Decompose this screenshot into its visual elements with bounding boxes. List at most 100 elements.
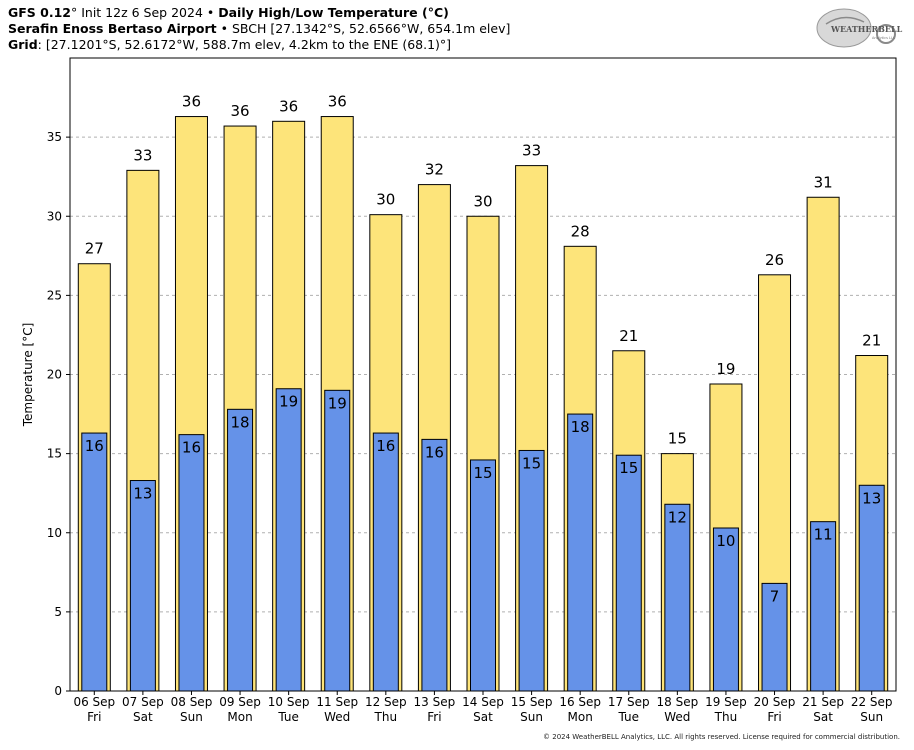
low-temp-label: 7 xyxy=(770,587,780,605)
header-line-model: GFS 0.12° Init 12z 6 Sep 2024 • Daily Hi… xyxy=(8,5,449,20)
x-tick-date: 19 Sep xyxy=(705,695,747,709)
x-tick-date: 06 Sep xyxy=(73,695,115,709)
x-tick-date: 14 Sep xyxy=(462,695,504,709)
x-tick-day: Wed xyxy=(324,710,350,724)
low-temp-bar xyxy=(372,432,399,692)
low-temp-label: 16 xyxy=(182,439,201,457)
x-tick-date: 08 Sep xyxy=(171,695,213,709)
header-line-grid: Grid: [27.1201°S, 52.6172°W, 588.7m elev… xyxy=(8,37,451,53)
low-temp-bar xyxy=(227,408,254,692)
x-tick-date: 11 Sep xyxy=(316,695,358,709)
low-temp-label: 16 xyxy=(425,443,444,461)
y-tick-label: 5 xyxy=(54,605,62,619)
grid-label: Grid xyxy=(8,37,38,52)
y-tick-label: 25 xyxy=(47,288,62,302)
x-tick-day: Fri xyxy=(87,710,101,724)
x-tick-day: Sun xyxy=(520,710,543,724)
y-tick-label: 15 xyxy=(47,447,62,461)
y-tick-label: 0 xyxy=(54,684,62,698)
logo-globe-icon xyxy=(816,8,872,48)
high-temp-label: 33 xyxy=(133,146,152,164)
x-tick-date: 09 Sep xyxy=(219,695,261,709)
chart-title: Daily High/Low Temperature (°C) xyxy=(218,5,449,20)
high-temp-label: 27 xyxy=(85,240,104,258)
plot-frame xyxy=(69,57,897,692)
logo-swirl-icon xyxy=(876,24,896,44)
low-temp-label: 11 xyxy=(814,526,833,544)
station-name: Serafin Enoss Bertaso Airport xyxy=(8,21,217,36)
weatherbell-logo: WEATHERBELL Analytics LLC xyxy=(816,8,903,48)
x-tick-day: Fri xyxy=(767,710,781,724)
low-temp-bar xyxy=(129,480,156,692)
low-temp-bar xyxy=(810,521,837,692)
x-tick-date: 18 Sep xyxy=(657,695,699,709)
x-tick-day: Tue xyxy=(277,710,299,724)
high-temp-label: 15 xyxy=(668,430,687,448)
y-tick-label: 20 xyxy=(47,368,62,382)
logo-subtext: Analytics LLC xyxy=(872,36,896,40)
high-temp-label: 28 xyxy=(571,222,590,240)
low-temp-bar xyxy=(858,484,885,692)
high-temp-label: 36 xyxy=(328,93,347,111)
high-temp-label: 30 xyxy=(376,191,395,209)
bars xyxy=(77,116,889,692)
model-name: GFS 0.12 xyxy=(8,5,71,20)
high-temp-label: 36 xyxy=(231,102,250,120)
low-temp-bar xyxy=(81,432,108,692)
high-temp-label: 21 xyxy=(862,332,881,350)
low-temp-label: 15 xyxy=(522,454,541,472)
high-temp-label: 31 xyxy=(814,173,833,191)
low-temp-bar xyxy=(664,503,691,692)
low-temp-label: 19 xyxy=(279,393,298,411)
x-tick-date: 21 Sep xyxy=(802,695,844,709)
low-temp-bar xyxy=(275,388,302,692)
low-temp-bar xyxy=(518,449,545,692)
x-tick-date: 13 Sep xyxy=(414,695,456,709)
low-temp-bar xyxy=(761,582,788,692)
high-temp-label: 30 xyxy=(473,192,492,210)
y-axis-label: Temperature [°C] xyxy=(21,323,35,428)
x-tick-day: Sun xyxy=(860,710,883,724)
x-tick-date: 17 Sep xyxy=(608,695,650,709)
low-temp-label: 13 xyxy=(133,485,152,503)
y-tick-label: 30 xyxy=(47,209,62,223)
high-temp-label: 36 xyxy=(279,97,298,115)
copyright-notice: © 2024 WeatherBELL Analytics, LLC. All r… xyxy=(543,733,900,741)
x-tick-date: 22 Sep xyxy=(851,695,893,709)
logo-text: WEATHERBELL xyxy=(830,24,903,34)
x-tick-date: 12 Sep xyxy=(365,695,407,709)
low-temp-bar xyxy=(178,434,205,692)
x-tick-day: Sat xyxy=(813,710,833,724)
x-tick-day: Sun xyxy=(180,710,203,724)
low-temp-label: 16 xyxy=(376,437,395,455)
x-tick-day: Mon xyxy=(227,710,252,724)
low-temp-label: 12 xyxy=(668,508,687,526)
low-temp-bar xyxy=(421,438,448,692)
station-details: SBCH [27.1342°S, 52.6566°W, 654.1m elev] xyxy=(231,21,511,36)
x-tick-day: Thu xyxy=(714,710,738,724)
low-temp-label: 15 xyxy=(619,459,638,477)
low-temp-bar xyxy=(712,527,739,692)
low-temp-bar xyxy=(567,413,594,692)
high-temp-label: 33 xyxy=(522,142,541,160)
logo-swoosh-icon xyxy=(825,16,865,25)
low-temp-label: 18 xyxy=(571,418,590,436)
low-temp-label: 15 xyxy=(473,464,492,482)
header-line-station: Serafin Enoss Bertaso Airport • SBCH [27… xyxy=(8,21,511,36)
y-tick-label: 35 xyxy=(47,130,62,144)
high-temp-label: 21 xyxy=(619,327,638,345)
x-tick-date: 07 Sep xyxy=(122,695,164,709)
x-tick-day: Tue xyxy=(618,710,640,724)
low-temp-bar xyxy=(470,459,496,692)
x-tick-day: Fri xyxy=(427,710,441,724)
x-tick-date: 16 Sep xyxy=(559,695,601,709)
low-temp-label: 10 xyxy=(716,532,735,550)
low-temp-label: 19 xyxy=(328,394,347,412)
x-tick-day: Mon xyxy=(568,710,593,724)
grid-details: : [27.1201°S, 52.6172°W, 588.7m elev, 4.… xyxy=(37,37,452,52)
x-tick-date: 20 Sep xyxy=(754,695,796,709)
high-temp-label: 26 xyxy=(765,251,784,269)
x-tick-day: Sat xyxy=(133,710,153,724)
